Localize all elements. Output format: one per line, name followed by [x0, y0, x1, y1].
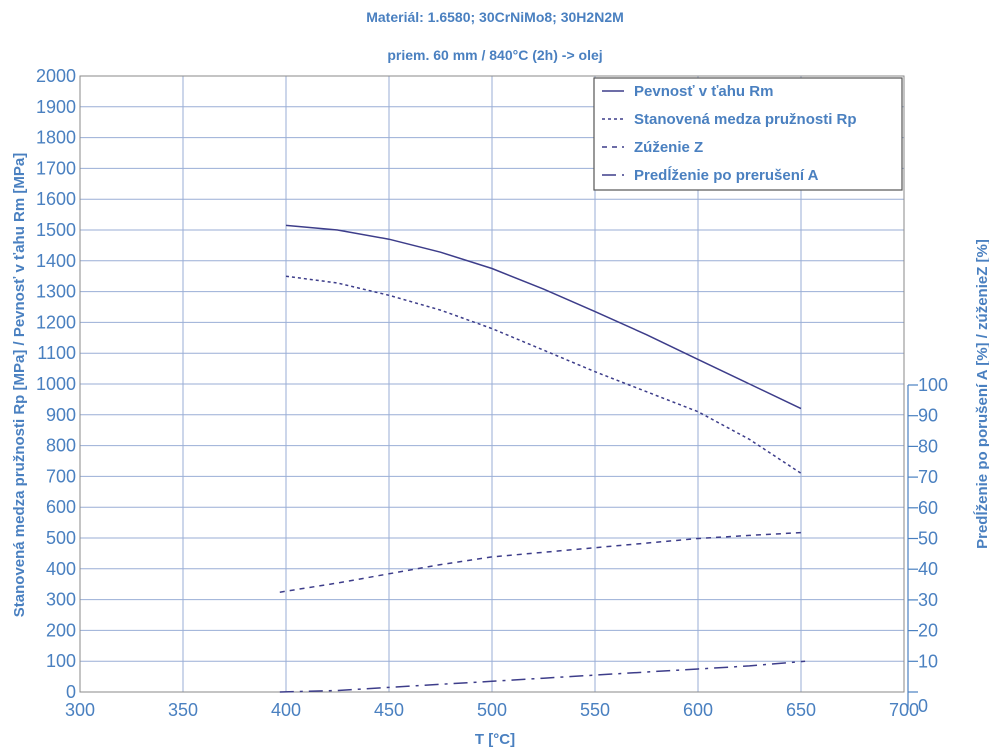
y-tick-label: 1700 [36, 158, 76, 178]
y-tick-label: 800 [46, 436, 76, 456]
x-tick-label: 700 [889, 700, 919, 720]
x-tick-label: 350 [168, 700, 198, 720]
x-axis-label: T [°C] [475, 731, 515, 748]
plot-frame [79, 75, 905, 693]
y-tick-label: 1800 [36, 128, 76, 148]
x-tick-label: 450 [374, 700, 404, 720]
x-tick-label: 600 [683, 700, 713, 720]
x-tick-label: 650 [786, 700, 816, 720]
x-tick-label: 400 [271, 700, 301, 720]
y2-tick-label: 80 [918, 436, 938, 456]
y-tick-label: 300 [46, 590, 76, 610]
y-tick-label: 900 [46, 405, 76, 425]
y-tick-label: 1000 [36, 374, 76, 394]
series-line [279, 531, 806, 593]
y2-axis-label: Predĺženie po porušení A [%] / zúženieZ … [973, 239, 989, 549]
y-tick-label: 100 [46, 651, 76, 671]
y-tick-label: 400 [46, 559, 76, 579]
series-layer [279, 224, 806, 693]
series-line [285, 224, 802, 410]
legend-box [593, 77, 903, 191]
y2-tick-label: 30 [918, 590, 938, 610]
y-tick-label: 1100 [37, 343, 76, 363]
x-tick-label: 500 [477, 700, 507, 720]
y-tick-label: 200 [46, 620, 76, 640]
y-tick-label: 2000 [36, 66, 76, 86]
y2-tick-label: 70 [918, 467, 938, 487]
y-tick-label: 1400 [36, 251, 76, 271]
y-tick-label: 600 [46, 497, 76, 517]
y2-tick-label: 90 [918, 406, 938, 426]
chart-subtitle: priem. 60 mm / 840°C (2h) -> olej [387, 47, 602, 63]
y-tick-label: 0 [66, 682, 76, 702]
legend-label: Zúženie Z [634, 139, 703, 156]
y2-tick-label: 60 [918, 498, 938, 518]
left-axis-ticks: 0 100 200 300 400 500 600 700 800 900 1000 1100 1200… [36, 66, 76, 702]
y-tick-label: 1900 [36, 97, 76, 117]
y-tick-label: 500 [46, 528, 76, 548]
x-axis-ticks: 300 350 400 450 500 550 600 650 700 [65, 700, 919, 720]
legend-label: Pevnosť v ťahu Rm [634, 83, 773, 100]
y2-tick-label: 10 [918, 651, 938, 671]
y2-tick-label: 40 [918, 559, 938, 579]
y2-tick-label: 0 [918, 696, 928, 716]
y-tick-label: 1200 [36, 312, 76, 332]
y-axis-label: Stanovená medza pružnosti Rp [MPa] / Pev… [11, 153, 28, 617]
y-tick-label: 1500 [36, 220, 76, 240]
y-tick-label: 700 [46, 466, 76, 486]
series-line [279, 660, 806, 693]
legend: Pevnosť v ťahu Rm Stanovená medza pružnos… [593, 77, 903, 191]
legend-label: Stanovená medza pružnosti Rp [634, 111, 857, 128]
x-tick-label: 550 [580, 700, 610, 720]
y-tick-label: 1300 [36, 282, 76, 302]
y2-tick-label: 50 [918, 529, 938, 549]
y2-tick-label: 20 [918, 621, 938, 641]
chart-title: Materiál: 1.6580; 30CrNiMo8; 30H2N2M [366, 9, 624, 25]
y2-tick-label: 100 [918, 375, 948, 395]
y-tick-label: 1600 [36, 189, 76, 209]
legend-label: Predĺženie po prerušení A [634, 166, 819, 184]
right-axis: 0 10 20 30 40 50 60 70 80 90 100 [907, 375, 948, 716]
x-tick-label: 300 [65, 700, 95, 720]
